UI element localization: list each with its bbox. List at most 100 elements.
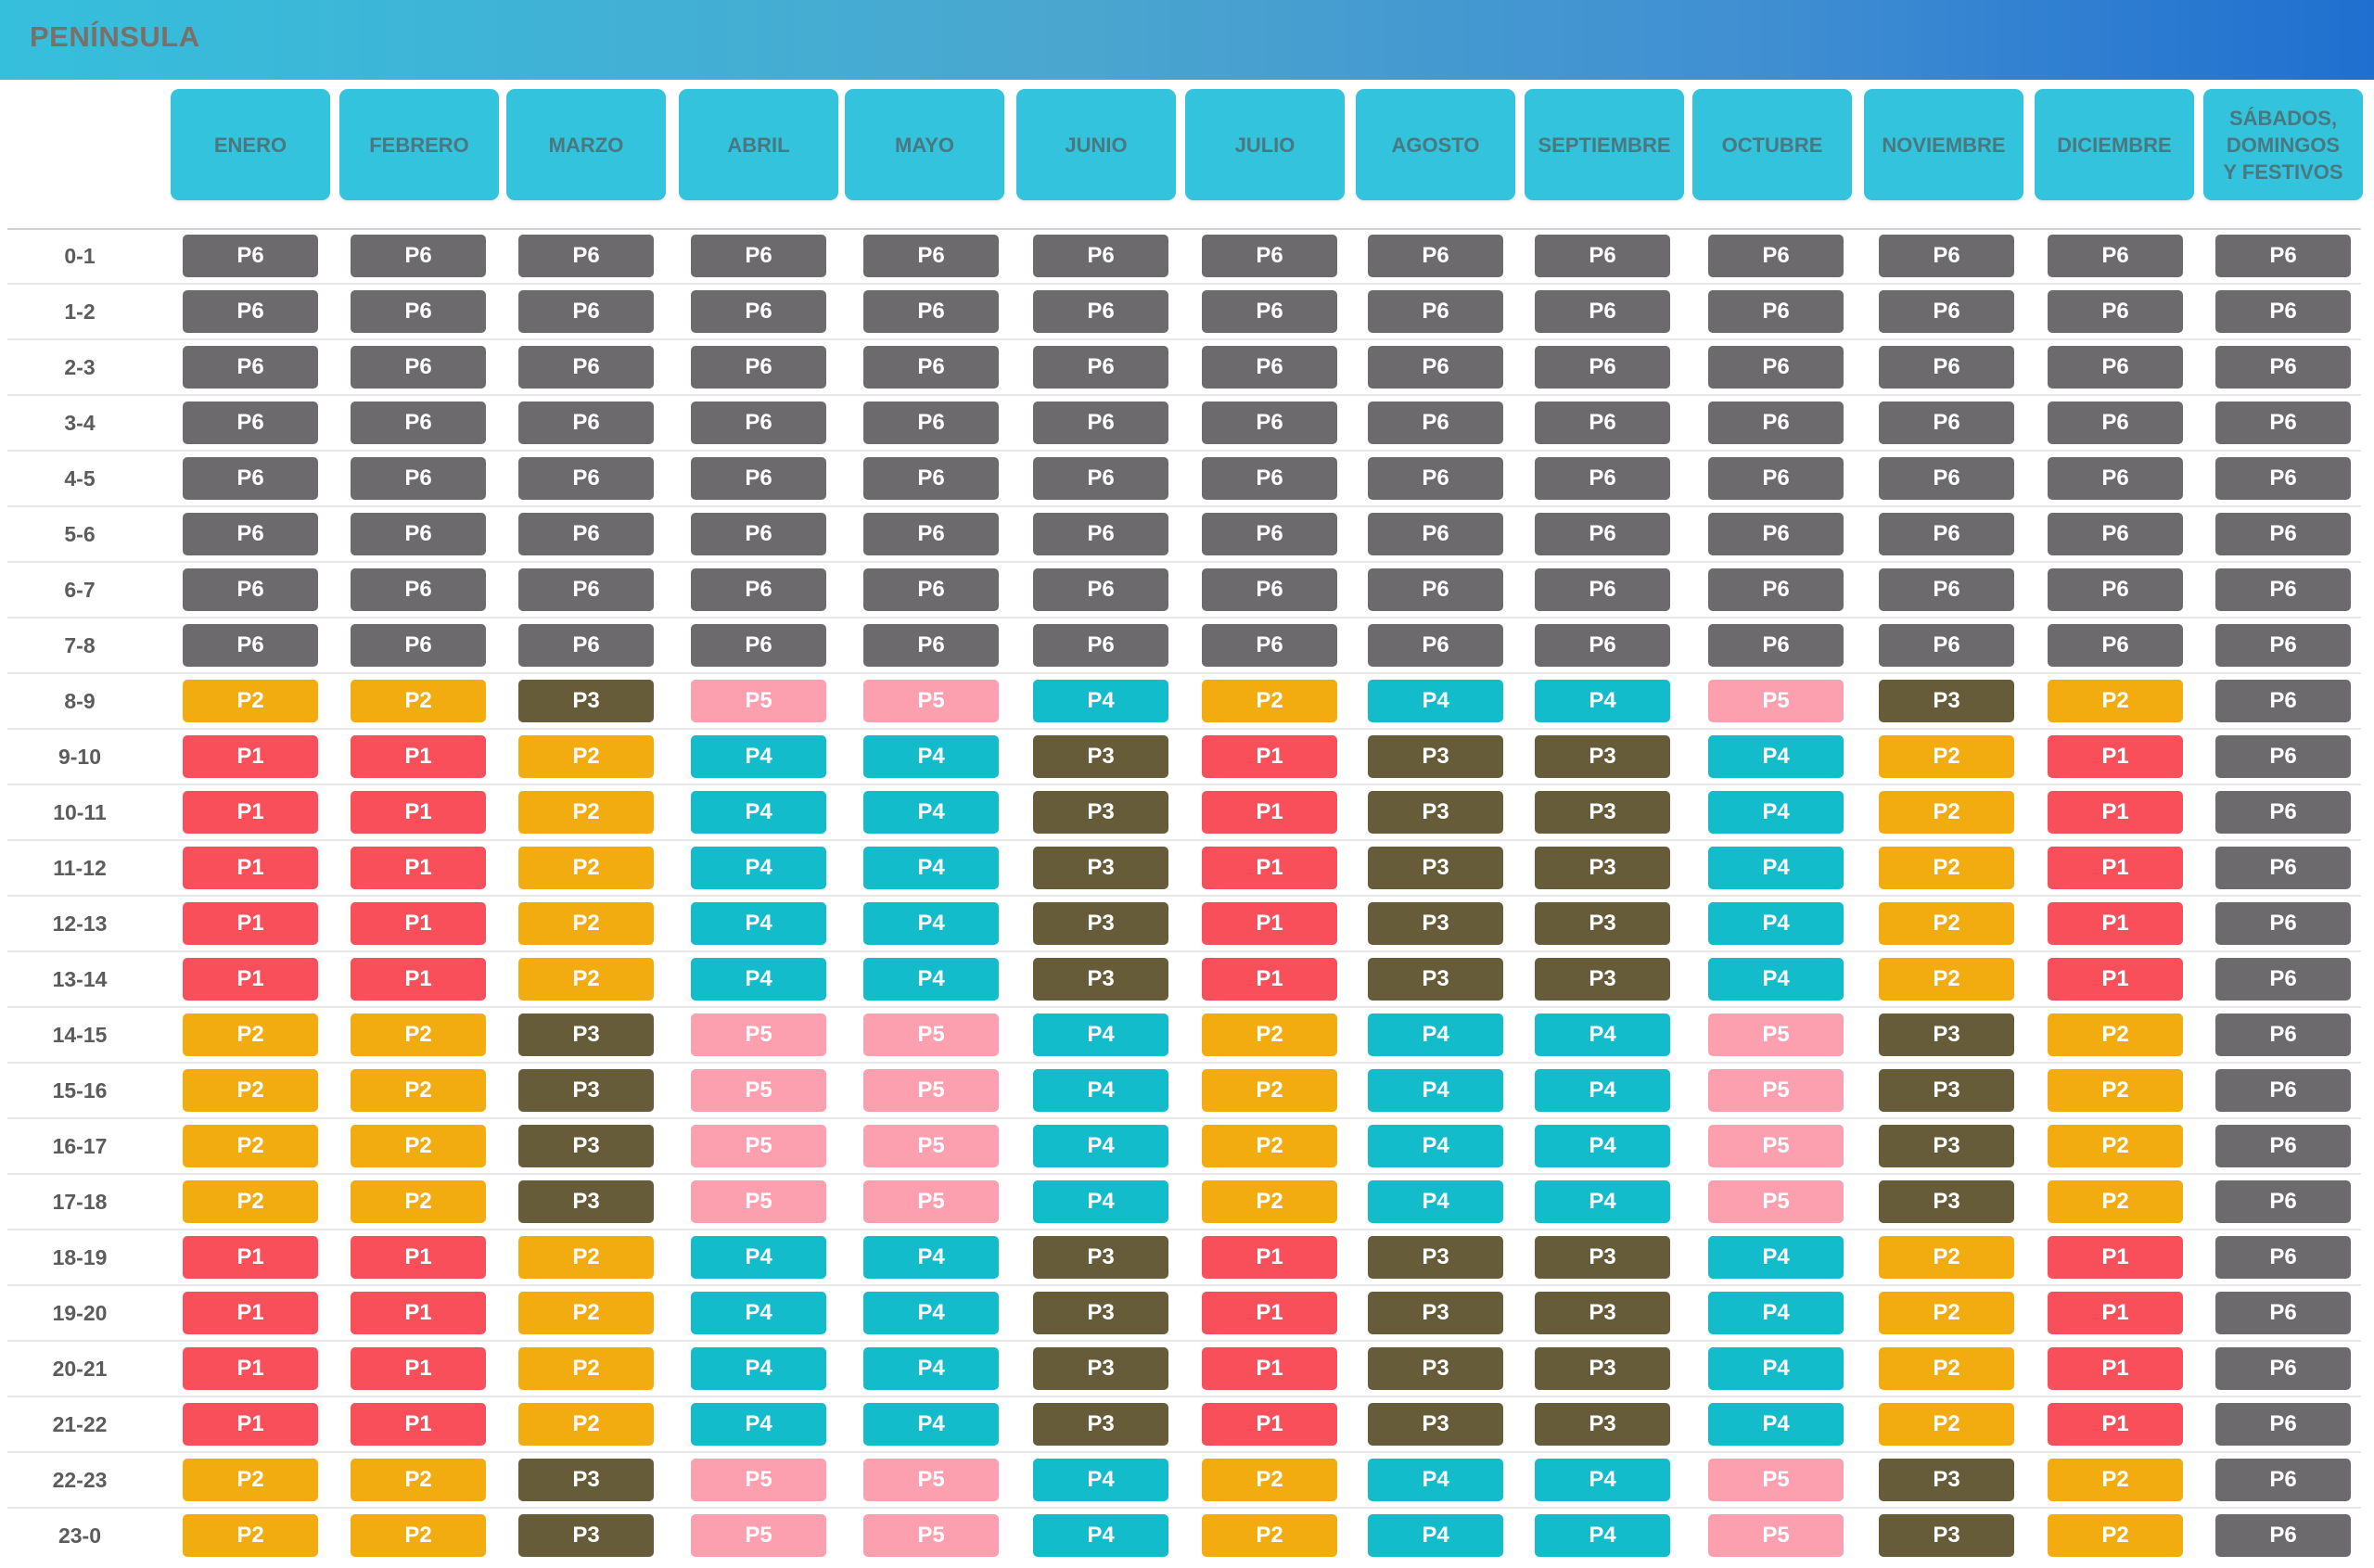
- column-header-1: ENERO: [171, 89, 330, 200]
- period-cell: P2: [518, 1292, 654, 1334]
- period-cell: P6: [863, 402, 999, 444]
- period-cell: P6: [183, 346, 318, 389]
- period-cell: P2: [183, 1180, 318, 1223]
- period-cell: P1: [1202, 902, 1337, 945]
- period-cell: P6: [1202, 235, 1337, 277]
- period-cell: P5: [863, 1125, 999, 1167]
- period-cell: P6: [351, 290, 486, 333]
- period-cell: P3: [1033, 1347, 1168, 1390]
- period-cell: P2: [1202, 680, 1337, 722]
- period-cell: P6: [2215, 791, 2351, 834]
- period-cell: P2: [2048, 1514, 2183, 1557]
- period-cell: P2: [351, 1180, 486, 1223]
- row-divider: [7, 561, 2361, 563]
- period-cell: P6: [1202, 290, 1337, 333]
- row-divider: [7, 1006, 2361, 1008]
- row-divider: [7, 1173, 2361, 1175]
- period-cell: P6: [518, 513, 654, 555]
- row-divider: [7, 450, 2361, 452]
- period-cell: P6: [1202, 346, 1337, 389]
- column-header-text: Y FESTIVOS: [2223, 159, 2343, 184]
- period-cell: P6: [2215, 1236, 2351, 1279]
- period-cell: P4: [1708, 1292, 1844, 1334]
- period-cell: P1: [351, 1347, 486, 1390]
- period-cell: P6: [2215, 1180, 2351, 1223]
- period-cell: P1: [1202, 1403, 1337, 1446]
- period-cell: P3: [518, 1459, 654, 1501]
- period-cell: P1: [183, 791, 318, 834]
- period-cell: P6: [1708, 346, 1844, 389]
- header-bar: PENÍNSULA: [0, 0, 2374, 80]
- period-cell: P1: [183, 958, 318, 1001]
- period-cell: P6: [1879, 624, 2014, 667]
- period-cell: P6: [2048, 624, 2183, 667]
- period-cell: P6: [1535, 290, 1670, 333]
- period-cell: P3: [1033, 1403, 1168, 1446]
- period-cell: P2: [518, 1236, 654, 1279]
- page-title: PENÍNSULA: [30, 20, 200, 53]
- period-cell: P3: [518, 1125, 654, 1167]
- column-header-text: SÁBADOS,: [2228, 106, 2338, 130]
- period-cell: P3: [518, 1013, 654, 1056]
- period-cell: P6: [2215, 1347, 2351, 1390]
- period-cell: P3: [518, 1180, 654, 1223]
- hour-label: 23-0: [57, 1523, 102, 1548]
- period-cell: P2: [1879, 958, 2014, 1001]
- period-cell: P3: [1535, 791, 1670, 834]
- period-cell: P2: [1879, 1403, 2014, 1446]
- period-cell: P6: [351, 402, 486, 444]
- period-cell: P1: [2048, 735, 2183, 778]
- period-cell: P1: [351, 735, 486, 778]
- period-cell: P6: [863, 235, 999, 277]
- period-cell: P3: [1879, 1069, 2014, 1112]
- period-cell: P5: [1708, 1459, 1844, 1501]
- period-cell: P4: [863, 1403, 999, 1446]
- period-cell: P3: [1368, 791, 1503, 834]
- period-cell: P2: [1202, 1069, 1337, 1112]
- period-cell: P4: [1535, 1125, 1670, 1167]
- period-cell: P6: [691, 235, 826, 277]
- period-cell: P6: [1368, 624, 1503, 667]
- period-cell: P5: [691, 1459, 826, 1501]
- period-cell: P2: [518, 1347, 654, 1390]
- period-cell: P2: [183, 1013, 318, 1056]
- period-cell: P3: [1535, 1292, 1670, 1334]
- period-cell: P6: [2215, 1069, 2351, 1112]
- period-cell: P4: [1368, 1459, 1503, 1501]
- period-cell: P6: [691, 568, 826, 611]
- column-header-13: SÁBADOS, DOMINGOS Y FESTIVOS: [2203, 89, 2363, 200]
- period-cell: P4: [1368, 1069, 1503, 1112]
- row-divider: [7, 617, 2361, 618]
- period-cell: P2: [183, 1125, 318, 1167]
- period-cell: P5: [1708, 1180, 1844, 1223]
- period-cell: P6: [1879, 346, 2014, 389]
- period-cell: P6: [351, 457, 486, 500]
- period-cell: P3: [1368, 958, 1503, 1001]
- period-cell: P4: [691, 902, 826, 945]
- period-cell: P3: [1879, 1514, 2014, 1557]
- period-cell: P1: [2048, 1403, 2183, 1446]
- period-cell: P6: [1535, 568, 1670, 611]
- period-cell: P6: [2215, 1514, 2351, 1557]
- period-cell: P6: [2215, 290, 2351, 333]
- period-cell: P3: [518, 680, 654, 722]
- period-cell: P4: [1708, 958, 1844, 1001]
- period-cell: P6: [1368, 235, 1503, 277]
- period-cell: P6: [2048, 290, 2183, 333]
- period-cell: P2: [1202, 1514, 1337, 1557]
- period-cell: P5: [1708, 1069, 1844, 1112]
- period-cell: P5: [1708, 680, 1844, 722]
- period-cell: P6: [2048, 346, 2183, 389]
- period-cell: P5: [863, 1180, 999, 1223]
- row-divider: [7, 1229, 2361, 1230]
- row-divider: [7, 338, 2361, 340]
- row-divider: [7, 1507, 2361, 1509]
- period-cell: P4: [691, 735, 826, 778]
- period-cell: P6: [2215, 568, 2351, 611]
- row-divider: [7, 895, 2361, 897]
- period-cell: P5: [863, 1013, 999, 1056]
- period-cell: P4: [691, 1236, 826, 1279]
- period-cell: P1: [351, 847, 486, 889]
- period-cell: P1: [2048, 902, 2183, 945]
- period-cell: P4: [1368, 1125, 1503, 1167]
